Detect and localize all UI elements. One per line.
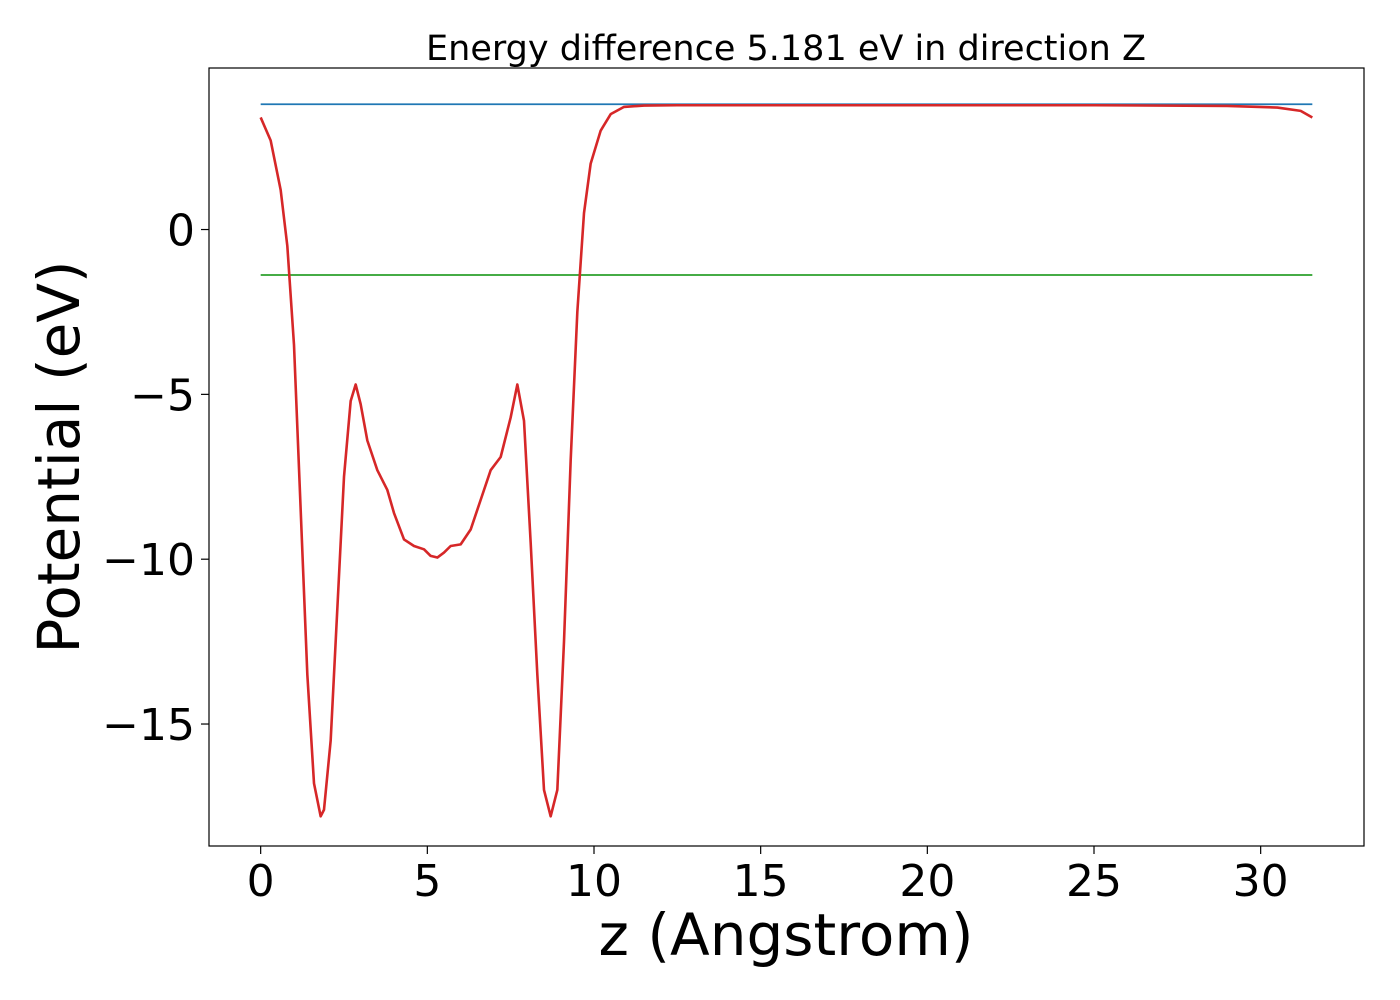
x-tick-label: 15 (733, 856, 789, 907)
x-tick-label: 10 (566, 856, 622, 907)
y-tick-label: 0 (167, 206, 195, 257)
axes-frame (208, 67, 1365, 847)
x-axis-label: z (Angstrom) (599, 901, 974, 969)
y-tick-label: −5 (130, 370, 195, 421)
chart-title: Energy difference 5.181 eV in direction … (426, 29, 1146, 69)
y-axis-label: Potential (eV) (25, 260, 93, 653)
y-axis: 0 −5 −10 −15 (102, 206, 209, 751)
plot-area (259, 103, 1313, 818)
series-line-3 (259, 103, 1313, 818)
y-tick-label: −10 (102, 535, 195, 586)
x-tick-label: 20 (899, 856, 955, 907)
x-tick-label: 5 (413, 856, 441, 907)
y-tick-label: −15 (102, 700, 195, 751)
x-tick-label: 0 (247, 856, 275, 907)
x-axis: 0 5 10 15 20 25 30 (247, 846, 1289, 907)
x-tick-label: 25 (1066, 856, 1122, 907)
x-tick-label: 30 (1233, 856, 1289, 907)
